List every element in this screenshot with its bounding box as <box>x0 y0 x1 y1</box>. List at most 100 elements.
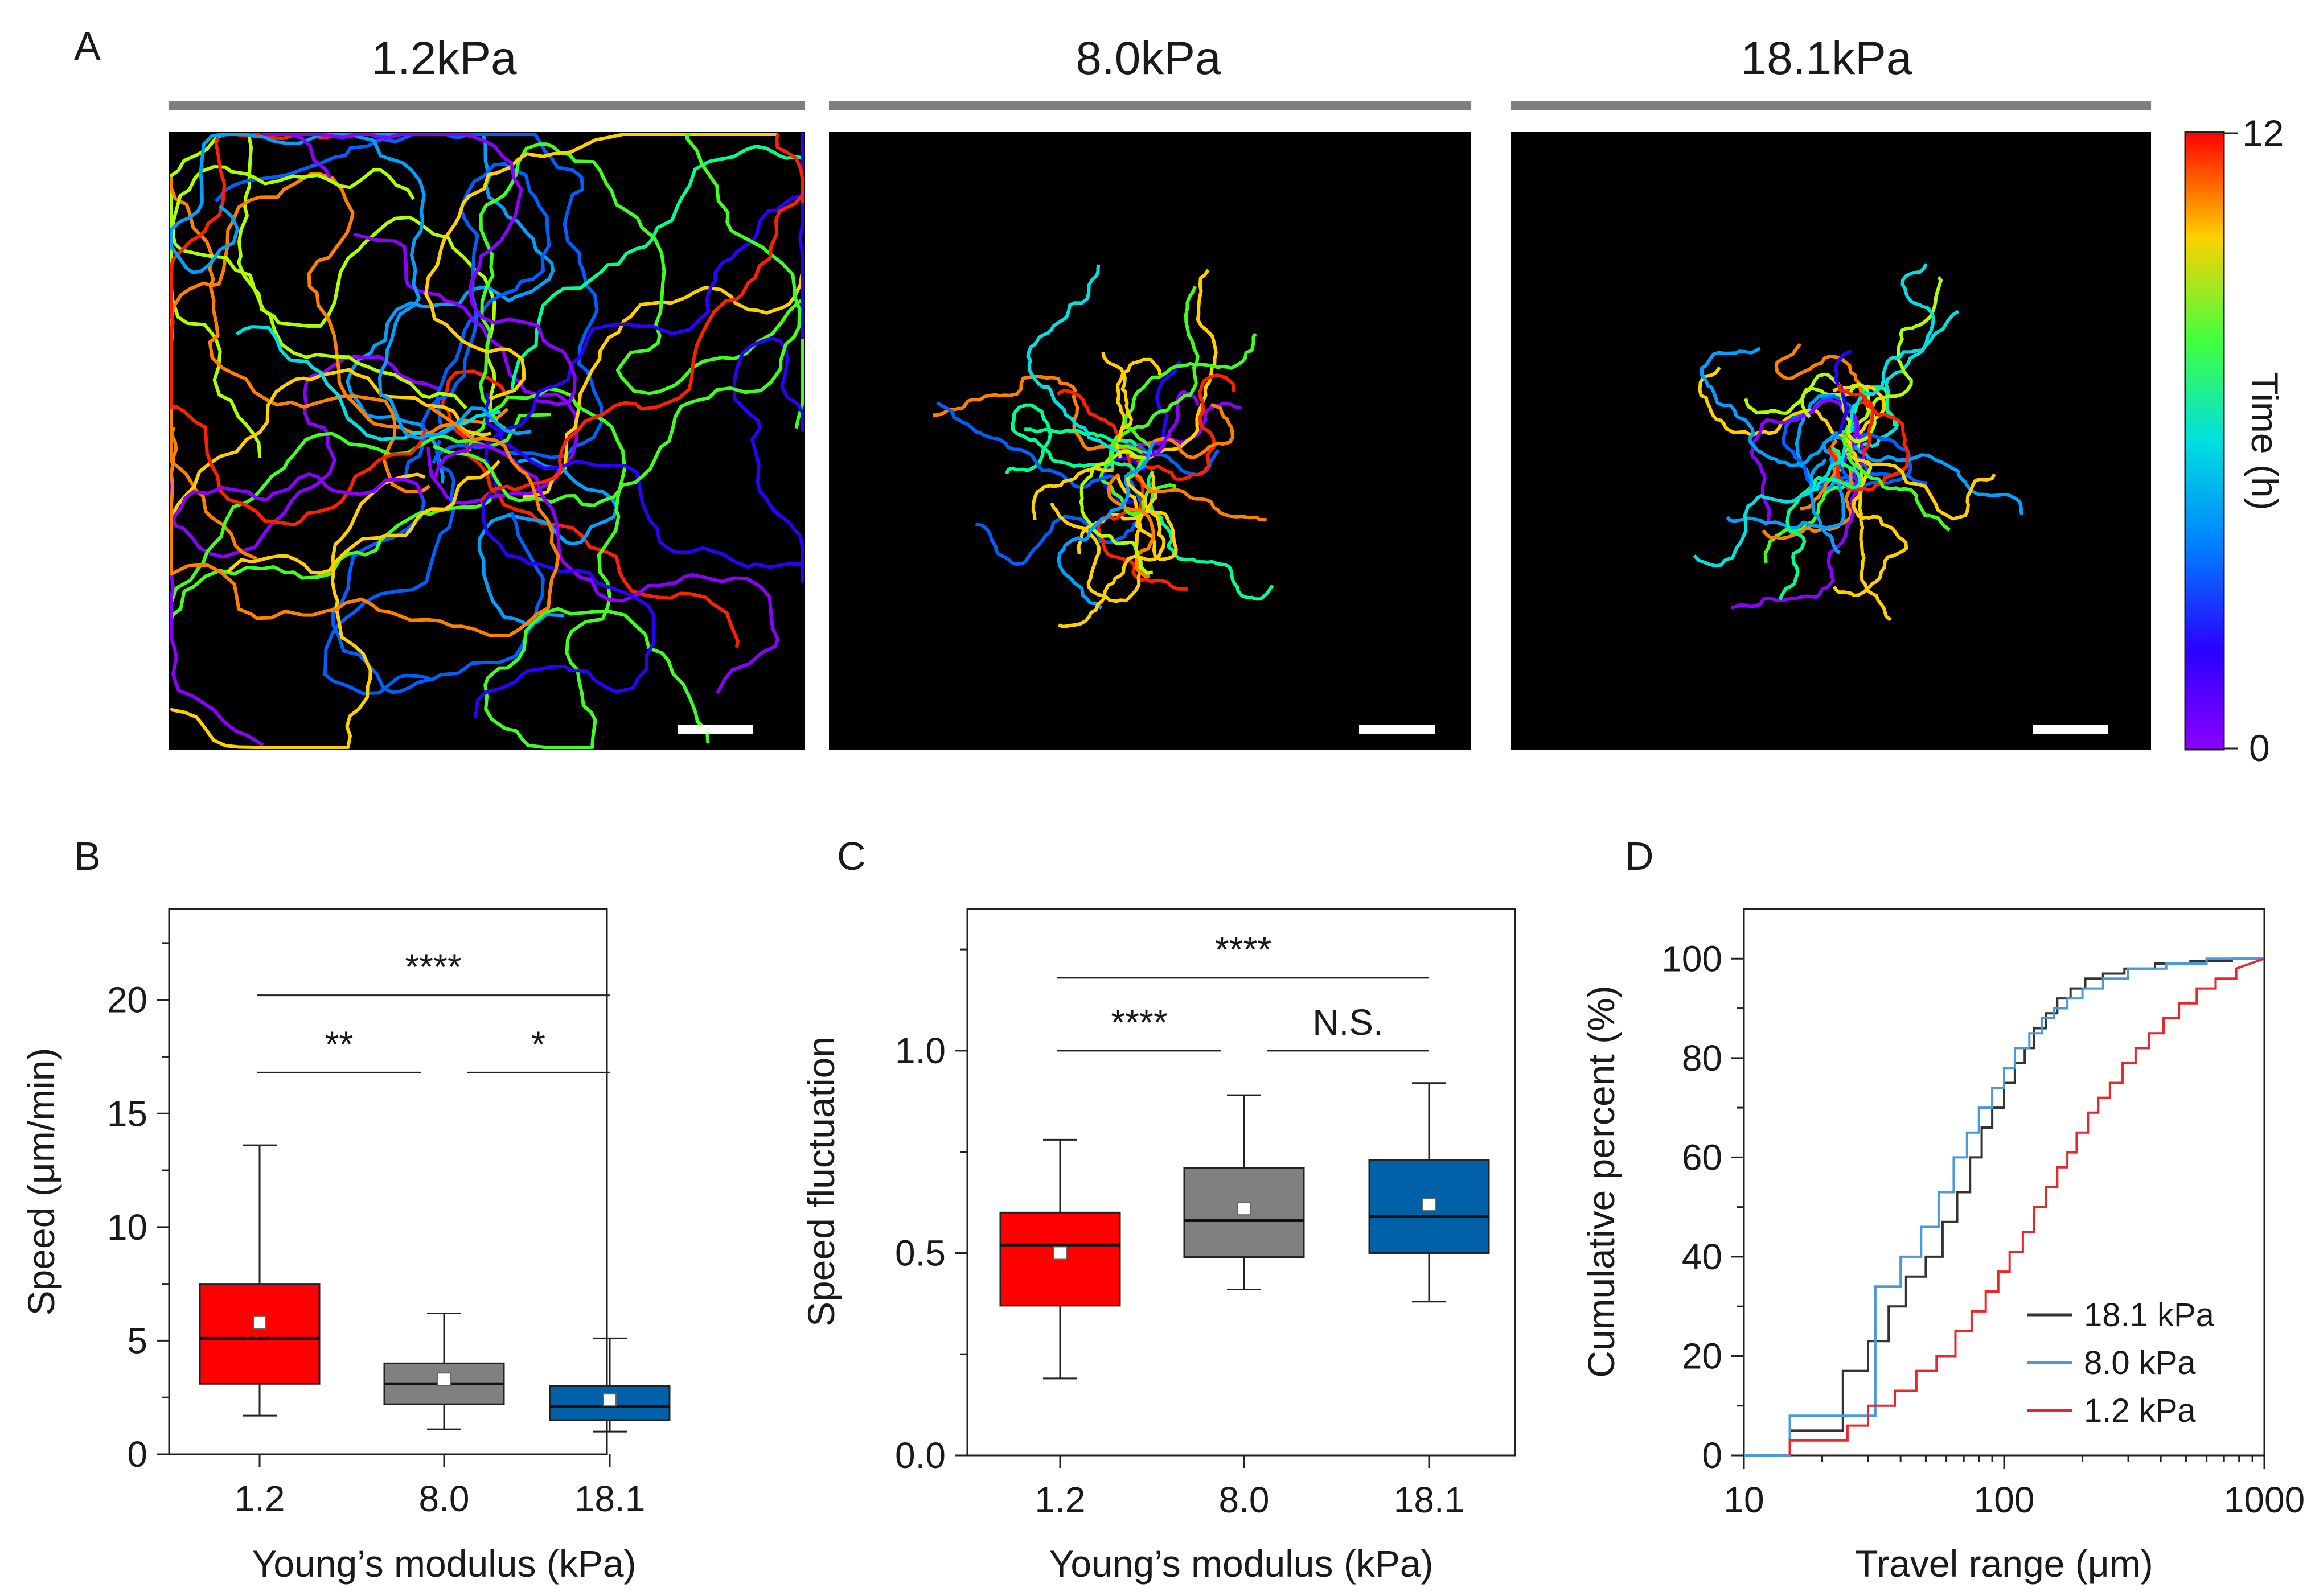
y-tick-label: 100 <box>1661 938 1722 979</box>
trajectory <box>1822 435 2024 515</box>
y-tick-label: 20 <box>107 980 147 1021</box>
condition-title-1: 1.2kPa <box>371 32 517 84</box>
x-tick-label: 1.2 <box>1035 1479 1086 1520</box>
trajectory <box>1750 398 1860 525</box>
track-image-2 <box>829 132 1471 750</box>
trajectory <box>1136 373 1236 481</box>
trajectory <box>522 274 804 499</box>
x-tick-label: 8.0 <box>419 1478 470 1519</box>
x-tick-label: 100 <box>1974 1479 2035 1520</box>
trajectory <box>1099 444 1177 516</box>
mean-marker <box>253 1315 266 1330</box>
trajectory <box>331 489 545 694</box>
trajectory <box>936 401 1114 489</box>
y-tick-label: 60 <box>1682 1137 1722 1178</box>
trajectory <box>170 472 426 749</box>
significance-label: **** <box>405 947 462 988</box>
x-axis-label-d: Travel range (μm) <box>1855 1542 2153 1585</box>
trajectory <box>433 133 802 507</box>
y-tick-label: 40 <box>1682 1236 1722 1277</box>
panel-c: C 0.0 0.5 1.0 1.2 8.0 18.1 **** **** N.S. Speed … <box>800 834 1516 1585</box>
plot-c: 0.0 0.5 1.0 1.2 8.0 18.1 **** **** N.S. <box>895 929 1490 1520</box>
y-tick-label: 0.5 <box>895 1232 946 1273</box>
trajectory <box>1832 451 1908 598</box>
track-image-1 <box>169 132 805 750</box>
significance-label: N.S. <box>1312 1002 1383 1043</box>
trajectory <box>1808 458 1841 554</box>
trajectory <box>262 133 577 406</box>
trajectory <box>170 472 424 747</box>
mean-marker <box>437 1372 451 1387</box>
colorbar-min-label: 0 <box>2249 727 2270 769</box>
x-axis-label-c: Young’s modulus (kPa) <box>1049 1542 1433 1585</box>
trajectory <box>1107 472 1155 578</box>
trajectory <box>1693 444 1848 568</box>
colorbar <box>2184 131 2225 751</box>
mean-marker <box>1237 1202 1251 1216</box>
y-tick-label: 0.0 <box>895 1435 946 1476</box>
y-tick-label: 1.0 <box>895 1030 946 1071</box>
significance-label: * <box>531 1023 545 1064</box>
header-bar-3 <box>1511 101 2151 110</box>
panel-letter-d: D <box>1625 834 1654 878</box>
trajectory <box>1832 384 1886 443</box>
trajectory <box>933 375 1130 453</box>
y-tick-label: 0 <box>127 1434 147 1475</box>
trajectory <box>440 369 740 648</box>
trajectory <box>1024 427 1138 448</box>
trajectory <box>1026 264 1119 453</box>
x-tick-label: 1.2 <box>235 1478 285 1519</box>
trajectory <box>170 172 509 561</box>
panel-letter-a: A <box>74 24 101 68</box>
legend-label-2: 1.2 kPa <box>2084 1392 2196 1429</box>
trajectory <box>424 133 778 401</box>
x-tick-label: 1000 <box>2224 1479 2305 1520</box>
x-tick-label: 8.0 <box>1219 1479 1270 1520</box>
legend-label-0: 18.1 kPa <box>2084 1297 2215 1334</box>
trajectory <box>1079 450 1154 575</box>
trajectory <box>403 162 551 480</box>
x-axis-label-b: Young’s modulus (kPa) <box>252 1542 636 1585</box>
trajectory <box>171 165 467 410</box>
tracks-1 <box>170 133 804 749</box>
trajectory <box>473 491 656 718</box>
header-bar-2 <box>829 101 1471 110</box>
trajectory <box>1134 472 1267 522</box>
trajectory <box>1058 476 1166 628</box>
trajectory <box>170 405 560 637</box>
series-line-1 <box>1744 957 2264 1457</box>
mean-marker <box>1422 1198 1436 1212</box>
trajectory <box>1700 347 1839 467</box>
trajectory <box>170 368 491 538</box>
mean-marker <box>603 1393 617 1407</box>
condition-title-3: 18.1kPa <box>1741 32 1912 84</box>
trajectory <box>484 336 804 583</box>
y-tick-label: 10 <box>107 1207 147 1248</box>
scale-bar-3 <box>2033 725 2108 734</box>
y-tick-label: 5 <box>127 1320 147 1361</box>
trajectory <box>1005 403 1139 475</box>
trajectory <box>323 439 456 696</box>
x-tick-label: 18.1 <box>574 1478 646 1519</box>
trajectory <box>1842 434 1951 532</box>
y-tick-label: 20 <box>1682 1335 1722 1376</box>
trajectory <box>1147 402 1235 459</box>
plot-frame-b <box>168 908 608 1455</box>
panel-a: A 1.2kPa 8.0kPa 18.1kPa <box>74 24 2286 769</box>
significance-label: **** <box>1215 929 1272 970</box>
condition-title-2: 8.0kPa <box>1076 32 1221 84</box>
y-axis-label-c: Speed fluctuation <box>800 1036 842 1327</box>
trajectory <box>1137 401 1241 447</box>
panel-d: D 0 20 40 60 80 100 10 100 1000 18.1 kPa 8.0 kPa 1.… <box>1580 834 2305 1585</box>
x-tick-label: 10 <box>1723 1479 1764 1520</box>
trajectory <box>484 133 804 495</box>
y-tick-label: 0 <box>1702 1435 1722 1476</box>
legend-label-1: 8.0 kPa <box>2084 1344 2196 1381</box>
colorbar-max-label: 12 <box>2242 112 2284 154</box>
trajectory <box>467 387 710 749</box>
trajectory <box>170 133 532 440</box>
panel-letter-c: C <box>837 834 866 878</box>
plot-d: 0 20 40 60 80 100 10 100 1000 18.1 kPa 8.0 kPa 1.2 … <box>1661 938 2305 1520</box>
y-tick-label: 15 <box>107 1093 147 1134</box>
